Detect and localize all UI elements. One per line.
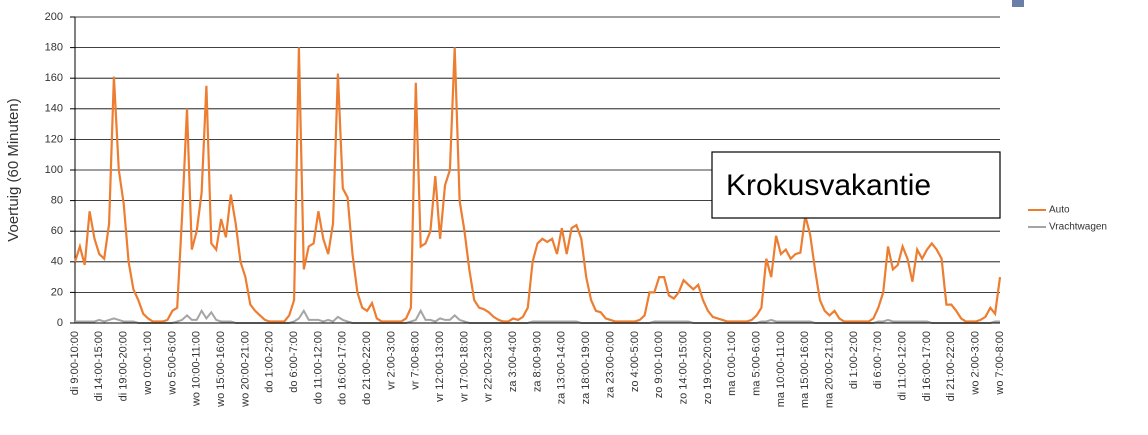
x-tick-label: di 16:00-17:00 bbox=[921, 331, 933, 401]
x-tick-label: wo 7:00-8:00 bbox=[994, 331, 1006, 396]
annotation: Krokusvakantie bbox=[726, 169, 931, 202]
x-tick-label: za 23:00-0:00 bbox=[604, 331, 616, 398]
x-tick-label: wo 0:00-1:00 bbox=[142, 331, 154, 396]
annotation-box bbox=[711, 151, 1001, 219]
x-tick-label: wo 15:00-16:00 bbox=[215, 331, 227, 408]
y-tick-label: 100 bbox=[45, 164, 63, 176]
x-tick-label: ma 5:00-6:00 bbox=[750, 331, 762, 396]
y-tick-label: 40 bbox=[51, 256, 63, 268]
y-tick-label: 160 bbox=[45, 72, 63, 84]
y-tick-label: 0 bbox=[57, 317, 63, 329]
x-tick-label: za 3:00-4:00 bbox=[507, 331, 519, 392]
x-tick-label: wo 10:00-11:00 bbox=[191, 331, 203, 407]
x-tick-label: za 18:00-19:00 bbox=[580, 331, 592, 404]
x-tick-label: do 21:00-22:00 bbox=[361, 331, 373, 405]
x-tick-label: di 1:00-2:00 bbox=[848, 331, 860, 389]
x-tick-label: ma 0:00-1:00 bbox=[726, 331, 738, 396]
legend-label: Vrachtwagen bbox=[1049, 222, 1107, 233]
x-tick-label: wo 2:00-3:00 bbox=[970, 331, 982, 396]
x-tick-label: di 6:00-7:00 bbox=[872, 331, 884, 389]
x-tick-label: zo 9:00-10:00 bbox=[653, 331, 665, 398]
x-tick-label: vr 7:00-8:00 bbox=[410, 331, 422, 390]
x-tick-label: di 19:00-20:00 bbox=[118, 331, 130, 401]
x-tick-label: za 13:00-14:00 bbox=[556, 331, 568, 404]
x-tick-label: ma 20:00-21:00 bbox=[824, 331, 836, 408]
y-tick-label: 120 bbox=[45, 133, 63, 145]
x-tick-label: do 11:00-12:00 bbox=[312, 331, 324, 404]
x-tick-label: di 9:00-10:00 bbox=[69, 331, 81, 395]
y-tick-label: 200 bbox=[45, 11, 63, 23]
y-tick-label: 60 bbox=[51, 225, 63, 237]
x-tick-label: zo 4:00-5:00 bbox=[629, 331, 641, 392]
x-tick-label: vr 12:00-13:00 bbox=[434, 331, 446, 402]
series-line bbox=[73, 47, 1002, 323]
x-tick-label: do 16:00-17:00 bbox=[337, 331, 349, 405]
x-tick-label: di 11:00-12:00 bbox=[897, 331, 909, 401]
y-tick-label: 20 bbox=[51, 286, 63, 298]
x-tick-label: di 21:00-22:00 bbox=[945, 331, 957, 401]
x-tick-label: vr 22:00-23:00 bbox=[483, 331, 495, 402]
y-tick-label: 80 bbox=[51, 195, 63, 207]
x-tick-label: zo 19:00-20:00 bbox=[702, 331, 714, 404]
legend-label: Auto bbox=[1049, 205, 1070, 216]
x-tick-label: do 1:00-2:00 bbox=[264, 331, 276, 393]
x-tick-label: ma 15:00-16:00 bbox=[799, 331, 811, 408]
x-tick-label: do 6:00-7:00 bbox=[288, 331, 300, 393]
y-axis-label: Voertuig (60 Minuten) bbox=[5, 98, 22, 241]
x-tick-label: zo 14:00-15:00 bbox=[677, 331, 689, 404]
x-tick-label: vr 17:00-18:00 bbox=[458, 331, 470, 402]
x-tick-label: wo 20:00-21:00 bbox=[239, 331, 251, 408]
x-tick-label: vr 2:00-3:00 bbox=[385, 331, 397, 390]
y-tick-label: 140 bbox=[45, 103, 63, 115]
y-tick-label: 180 bbox=[45, 42, 63, 54]
x-tick-label: ma 10:00-11:00 bbox=[775, 331, 787, 407]
x-tick-label: wo 5:00-6:00 bbox=[166, 331, 178, 396]
x-tick-label: za 8:00-9:00 bbox=[531, 331, 543, 392]
logo-mark bbox=[1012, 0, 1024, 7]
x-tick-label: di 14:00-15:00 bbox=[93, 331, 105, 401]
